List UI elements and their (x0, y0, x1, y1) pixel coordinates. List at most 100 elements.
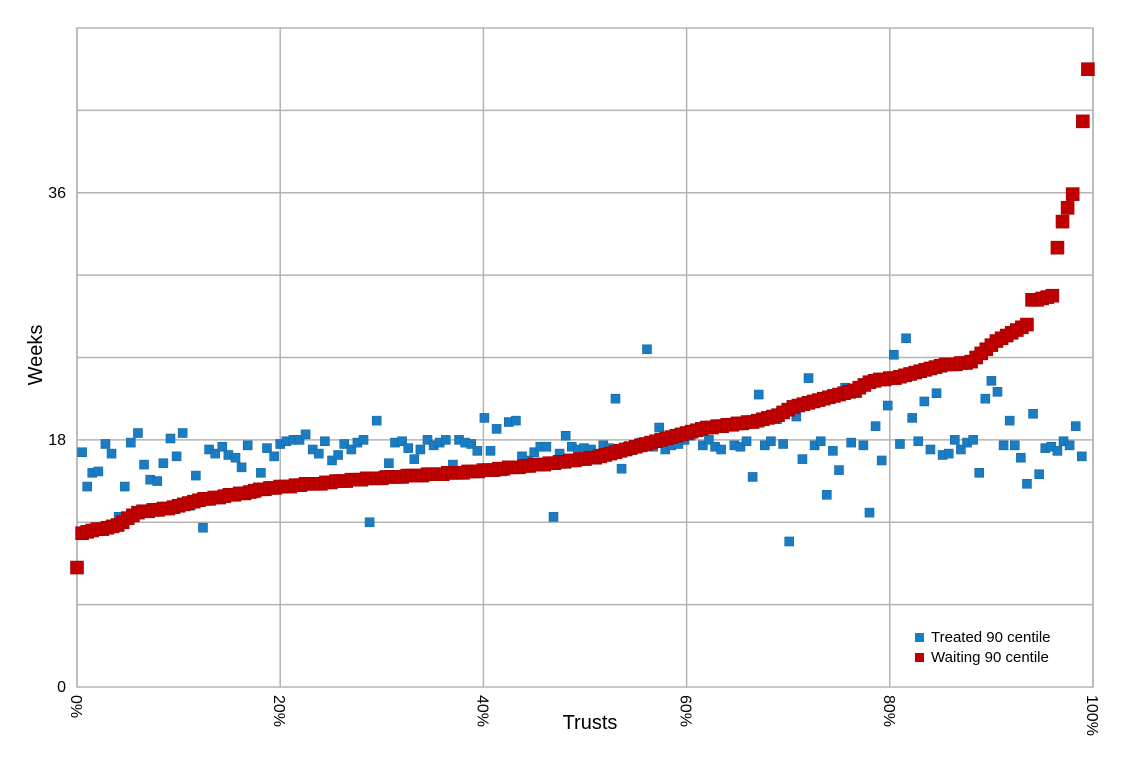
treated-point (397, 436, 407, 447)
treated-point (895, 439, 905, 449)
treated-point (327, 455, 337, 466)
y-tick-label: 36 (48, 185, 66, 202)
treated-point (834, 465, 844, 475)
treated-point (778, 439, 788, 449)
treated-point (364, 517, 375, 528)
treated-point (766, 436, 776, 447)
waiting-point (1076, 114, 1090, 129)
treated-point (548, 511, 559, 522)
treated-point (1052, 446, 1063, 456)
treated-point (913, 436, 924, 447)
x-tick-label: 0% (67, 695, 84, 718)
treated-point (654, 422, 664, 433)
treated-point (198, 522, 208, 533)
treated-point (230, 452, 241, 463)
treated-point (943, 448, 954, 459)
treated-point (269, 451, 279, 462)
plot-area-border (76, 27, 1094, 688)
treated-point (262, 443, 272, 453)
treated-point (1070, 421, 1081, 431)
treated-point (472, 446, 483, 456)
treated-point (876, 455, 887, 466)
treated-point (822, 489, 832, 500)
treated-point (314, 448, 324, 459)
treated-point (642, 344, 652, 355)
treated-point (106, 448, 117, 459)
y-tick-label: 0 (57, 679, 66, 696)
x-tick-label: 100% (1083, 695, 1100, 736)
treated-point (616, 463, 627, 474)
data-series (70, 62, 1095, 575)
y-axis-tick-labels: 0 18 36 (48, 185, 66, 696)
treated-point (864, 507, 875, 518)
treated-point (479, 413, 490, 423)
treated-point (415, 444, 426, 455)
treated-point (191, 470, 201, 481)
treated-point (339, 439, 350, 449)
treated-point (210, 448, 220, 459)
treated-point (358, 435, 369, 445)
treated-point (1077, 451, 1087, 462)
treated-point (384, 458, 394, 469)
treated-point (956, 444, 966, 455)
treated-point (1034, 469, 1044, 479)
treated-point (610, 393, 621, 404)
treated-point (889, 349, 899, 360)
legend-swatch-treated (915, 633, 924, 642)
treated-point (753, 389, 764, 400)
treated-point (931, 388, 942, 398)
treated-point (998, 440, 1009, 451)
treated-point (950, 435, 960, 445)
treated-point (139, 459, 149, 470)
treated-point (1009, 440, 1020, 451)
treated-point (716, 444, 726, 455)
treated-point (1064, 440, 1075, 451)
series-waiting (70, 62, 1095, 575)
x-axis-title: Trusts (563, 712, 618, 734)
treated-point (158, 458, 169, 469)
treated-point (747, 472, 758, 482)
x-axis-tick-labels: 0% 20% 40% 60% 80% 100% (67, 695, 1100, 736)
treated-point (371, 415, 382, 426)
x-tick-label: 60% (677, 695, 694, 727)
treated-point (171, 451, 182, 462)
treated-point (560, 430, 571, 441)
treated-point (925, 444, 936, 455)
waiting-point (1065, 187, 1080, 201)
treated-point (93, 466, 104, 477)
waiting-point (1050, 240, 1065, 255)
treated-point (119, 481, 130, 492)
treated-point (992, 387, 1003, 397)
treated-point (1022, 479, 1032, 489)
treated-point (698, 440, 708, 451)
treated-point (741, 436, 752, 447)
treated-point (409, 454, 420, 464)
treated-point (870, 421, 881, 431)
treated-point (165, 433, 176, 444)
treated-point (346, 444, 357, 455)
treated-point (968, 435, 978, 445)
treated-point (294, 435, 305, 445)
treated-point (974, 468, 985, 478)
y-axis-title: Weeks (25, 325, 47, 386)
legend-swatch-waiting (915, 653, 924, 662)
treated-point (403, 443, 414, 453)
legend: Treated 90 centile Waiting 90 centile (915, 629, 1051, 666)
x-tick-label: 80% (880, 695, 897, 727)
treated-point (858, 440, 869, 451)
treated-point (980, 393, 991, 404)
treated-point (511, 415, 521, 426)
treated-point (735, 441, 746, 452)
treated-point (177, 428, 188, 438)
treated-point (441, 435, 451, 445)
treated-point (882, 400, 893, 411)
treated-point (704, 435, 714, 445)
treated-point (422, 435, 433, 445)
waiting-point (1060, 201, 1075, 215)
treated-point (828, 446, 838, 456)
treated-point (333, 450, 343, 460)
waiting-point (1020, 317, 1034, 332)
treated-point (217, 441, 228, 452)
